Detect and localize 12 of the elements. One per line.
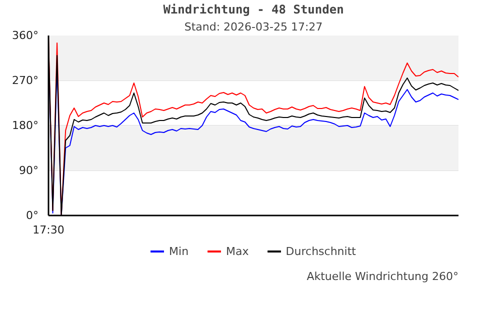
y-tick-label: 90° <box>19 164 39 177</box>
y-tick-label: 0° <box>26 209 38 222</box>
x-tick-label: 17:30 <box>32 224 64 236</box>
legend-label: Durchschnitt <box>286 244 356 258</box>
legend-label: Max <box>226 244 249 258</box>
y-tick-label: 270° <box>12 74 39 87</box>
y-tick-label: 360° <box>12 29 39 42</box>
text: Aktuelle Windrichtung 260° <box>306 270 459 284</box>
y-tick-label: 180° <box>12 119 39 132</box>
chart-title: Windrichtung - 48 Stunden <box>163 2 344 16</box>
legend-label: Min <box>169 244 190 258</box>
chart-subtitle: Stand: 2026-03-25 17:27 <box>184 20 323 34</box>
